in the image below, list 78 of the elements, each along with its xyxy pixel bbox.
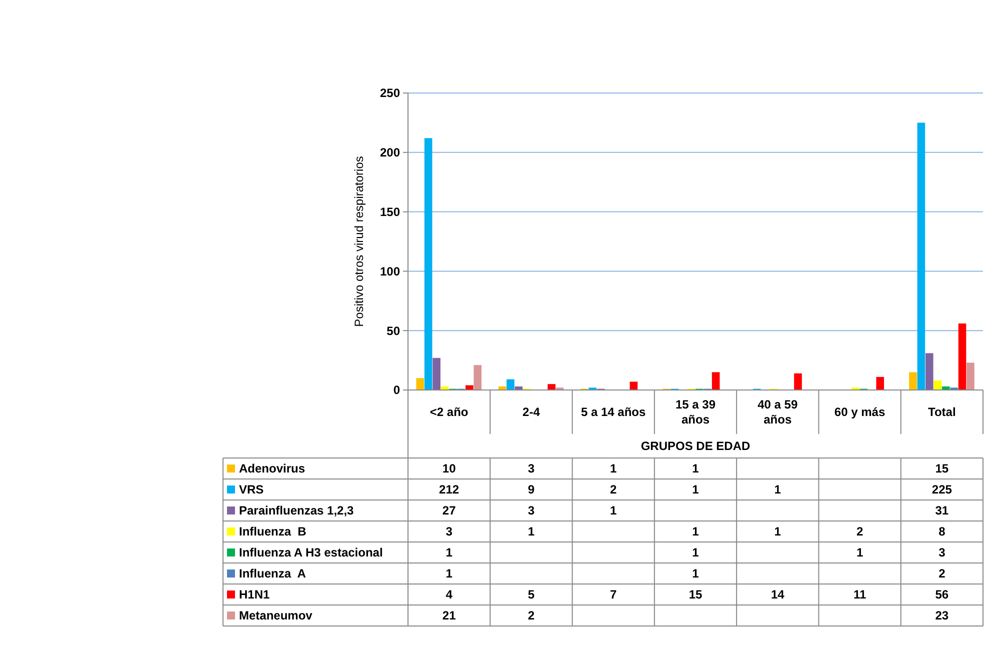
data-label: 27	[442, 504, 456, 518]
data-label: 1	[610, 504, 618, 518]
x-tick-label: 5 a 14 años	[581, 405, 646, 420]
x-tick-label: 60 y más	[834, 405, 886, 420]
data-label: 1	[774, 524, 782, 539]
data-label: 1	[692, 546, 700, 560]
legend-label: Parainfluenzas 1,2,3	[239, 504, 354, 518]
y-tick-label: 50	[386, 324, 400, 338]
y-tick-label: 250	[380, 86, 400, 100]
data-label: 1	[692, 524, 700, 539]
data-label: 1	[446, 566, 453, 581]
data-label: 1	[692, 482, 700, 497]
bar	[416, 378, 424, 390]
legend-label: VRS	[239, 482, 264, 497]
data-label: 9	[528, 482, 535, 497]
data-label: 1	[774, 482, 782, 497]
data-label: 31	[935, 504, 949, 518]
legend-label: Influenza A	[239, 566, 306, 581]
legend-label: H1N1	[239, 588, 270, 602]
bar	[548, 384, 556, 390]
bar	[876, 376, 884, 390]
y-tick-label: 200	[380, 146, 400, 160]
x-tick-label: <2 año	[430, 405, 468, 420]
data-label: 2	[528, 608, 535, 623]
data-label: 225	[932, 482, 952, 497]
data-label: 56	[935, 588, 949, 602]
data-label: 5	[528, 588, 535, 602]
legend-label: Metaneumov	[239, 608, 313, 623]
x-tick-label: 2-4	[522, 405, 540, 420]
bar	[432, 358, 440, 390]
data-label: 21	[442, 608, 456, 623]
bar	[630, 382, 638, 390]
data-label: 7	[610, 588, 618, 602]
y-tick-label: 0	[393, 383, 400, 398]
bar	[506, 379, 514, 390]
y-axis-title: Positivo otros virud respiratorios	[352, 156, 366, 327]
x-tick-label: Total	[928, 405, 956, 420]
data-label: 23	[935, 608, 949, 623]
data-label: 10	[442, 462, 456, 476]
data-label: 14	[770, 588, 785, 602]
data-label: 2	[856, 524, 864, 539]
bar	[934, 380, 942, 390]
y-tick-label: 100	[380, 264, 400, 278]
bar	[794, 373, 802, 390]
data-label: 1	[446, 546, 453, 560]
bar	[917, 122, 926, 390]
legend-label: Adenovirus	[239, 462, 306, 476]
bar	[474, 365, 482, 390]
data-label: 4	[446, 588, 453, 602]
data-label: 3	[528, 462, 535, 476]
x-tick-label: 40 a 59 años	[758, 398, 798, 427]
bar	[909, 372, 917, 390]
legend-label: Influenza A H3 estacional	[239, 546, 383, 560]
data-label: 1	[692, 566, 700, 581]
data-label: 8	[938, 524, 946, 539]
data-label: 1	[856, 546, 864, 560]
data-label: 1	[692, 462, 700, 476]
data-label: 212	[439, 482, 460, 497]
x-tick-label: 15 a 39 años	[675, 398, 716, 427]
bar	[466, 385, 474, 390]
data-label: 15	[935, 462, 949, 476]
y-tick-label: 150	[380, 205, 400, 219]
legend-label: Influenza B	[239, 524, 307, 539]
data-label: 3	[938, 546, 946, 560]
data-label: 2	[938, 566, 946, 581]
bar	[424, 138, 432, 390]
bar	[966, 362, 974, 390]
data-label: 11	[853, 588, 866, 602]
data-label: 3	[528, 504, 535, 518]
data-label: 1	[610, 462, 618, 476]
x-axis-title: GRUPOS DE EDAD	[640, 439, 750, 454]
data-label: 15	[688, 588, 702, 602]
bar	[958, 323, 966, 390]
bar	[926, 353, 934, 390]
data-label: 2	[610, 482, 618, 497]
bar	[712, 372, 720, 390]
data-label: 3	[446, 524, 453, 539]
data-label: 1	[528, 524, 535, 539]
